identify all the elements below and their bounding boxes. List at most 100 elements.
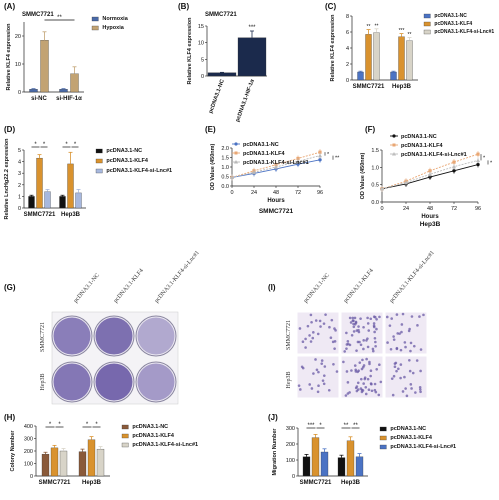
migrated-cell bbox=[373, 382, 377, 386]
migrated-cell bbox=[350, 369, 353, 372]
significance-label: ** bbox=[353, 423, 358, 429]
category-label: Hep3B bbox=[392, 84, 412, 90]
migrated-cell bbox=[374, 344, 377, 348]
migrated-cell bbox=[400, 330, 403, 334]
bar bbox=[96, 448, 105, 477]
data-point bbox=[230, 175, 234, 180]
y-tick-label: 0 bbox=[201, 74, 204, 80]
panel-title: SMMC7721 bbox=[205, 12, 237, 18]
y-tick-label: 3 bbox=[18, 171, 21, 177]
y-tick-label: 4 bbox=[346, 46, 349, 52]
migrated-cell bbox=[390, 377, 394, 380]
migrated-cell bbox=[422, 313, 425, 317]
migrated-cell bbox=[310, 320, 313, 324]
category-label: SMMC7721 bbox=[39, 480, 71, 486]
significance-label: ** bbox=[408, 32, 412, 38]
migrated-cell bbox=[330, 318, 334, 322]
bar bbox=[59, 450, 68, 477]
migrated-cell bbox=[366, 316, 369, 320]
migrated-cell bbox=[354, 368, 358, 372]
category-label: pcDNA3.1-HIF-1α bbox=[235, 78, 256, 123]
migrated-cell bbox=[372, 324, 376, 328]
significance-label: * bbox=[49, 422, 52, 428]
panel-letter: (F) bbox=[365, 125, 376, 134]
migrated-cell bbox=[405, 394, 409, 398]
migrated-cell bbox=[351, 316, 355, 320]
y-tick-label: 0 bbox=[30, 474, 33, 480]
x-tick-label: 0 bbox=[230, 190, 233, 196]
migrated-cell bbox=[308, 383, 312, 386]
bar bbox=[87, 439, 96, 477]
migrated-cell bbox=[359, 343, 363, 347]
y-axis-label: Migration Number bbox=[272, 428, 278, 476]
column-label: pcDNA3.1-KLF4 bbox=[343, 268, 375, 304]
bar bbox=[50, 447, 59, 477]
series-line bbox=[381, 159, 479, 190]
y-tick-label: 0.5 bbox=[371, 183, 379, 189]
migrated-cell bbox=[362, 339, 365, 342]
y-tick-label: 2 bbox=[18, 183, 21, 189]
bar bbox=[365, 34, 372, 81]
category-label: SMMC7721 bbox=[353, 84, 385, 90]
migrated-cell bbox=[368, 362, 371, 366]
panel-letter: (G) bbox=[4, 283, 16, 292]
migrated-cell bbox=[404, 345, 407, 349]
migrated-cell bbox=[344, 394, 348, 397]
migrated-cell bbox=[371, 347, 375, 351]
significance-label: *** bbox=[248, 25, 256, 31]
panel-letter: (E) bbox=[205, 125, 216, 134]
y-tick-label: 0 bbox=[18, 206, 21, 212]
migrated-cell bbox=[371, 349, 375, 353]
migrated-cell bbox=[309, 313, 313, 317]
migrated-cell bbox=[409, 341, 413, 345]
bar bbox=[36, 157, 43, 209]
data-point bbox=[252, 170, 256, 174]
migrated-cell bbox=[386, 341, 389, 344]
significance-label: * bbox=[65, 142, 68, 148]
significance-label: * bbox=[34, 142, 37, 148]
legend-marker bbox=[392, 143, 396, 147]
legend-label: pcDNA3.1-KLF4-si-Lnc#1 bbox=[243, 160, 309, 166]
migrated-cell bbox=[317, 384, 320, 388]
migrated-cell bbox=[403, 375, 406, 379]
migrated-cell bbox=[411, 371, 415, 375]
legend-marker bbox=[234, 142, 238, 146]
row-label: Hep3B bbox=[286, 372, 292, 389]
y-tick-label: 0 bbox=[18, 90, 21, 96]
migrated-cell bbox=[317, 370, 320, 374]
column-label: pcDNA3.1-KLF4-si-Lnc#1 bbox=[154, 250, 201, 304]
migrated-cell bbox=[348, 343, 352, 347]
migrated-cell bbox=[352, 322, 355, 326]
migrated-cell bbox=[304, 346, 307, 349]
data-point bbox=[452, 160, 456, 164]
bar bbox=[320, 451, 329, 477]
migrated-cell bbox=[311, 336, 315, 340]
migrated-cell bbox=[345, 347, 348, 350]
migrated-cell bbox=[361, 358, 364, 362]
migrated-cell bbox=[355, 329, 359, 332]
y-tick-label: 6 bbox=[346, 30, 349, 36]
migrated-cell bbox=[414, 391, 417, 394]
y-tick-label: 300 bbox=[24, 437, 33, 443]
bar bbox=[390, 71, 397, 81]
x-tick-label: 72 bbox=[451, 206, 457, 212]
legend-label: pcDNA3.1-KLF4 bbox=[132, 433, 175, 439]
legend-swatch bbox=[121, 424, 129, 430]
data-point bbox=[318, 158, 322, 162]
y-axis-label: Relative KLF4 expression bbox=[187, 17, 193, 85]
migrated-cell bbox=[372, 315, 376, 319]
x-tick-label: 24 bbox=[251, 190, 257, 196]
migrated-cell bbox=[418, 315, 421, 318]
migrated-cell bbox=[385, 315, 389, 319]
data-point bbox=[428, 172, 432, 176]
category-label: pcDNA3.1-NC bbox=[208, 79, 226, 115]
migrated-cell bbox=[359, 317, 362, 320]
migrated-cell bbox=[321, 379, 325, 383]
migrated-cell bbox=[363, 377, 367, 381]
migrated-cell bbox=[419, 369, 422, 373]
legend-marker bbox=[392, 152, 396, 156]
category-label: si-HIF-1α bbox=[56, 96, 82, 102]
migrated-cell bbox=[327, 388, 331, 392]
migrated-cell bbox=[348, 316, 352, 320]
